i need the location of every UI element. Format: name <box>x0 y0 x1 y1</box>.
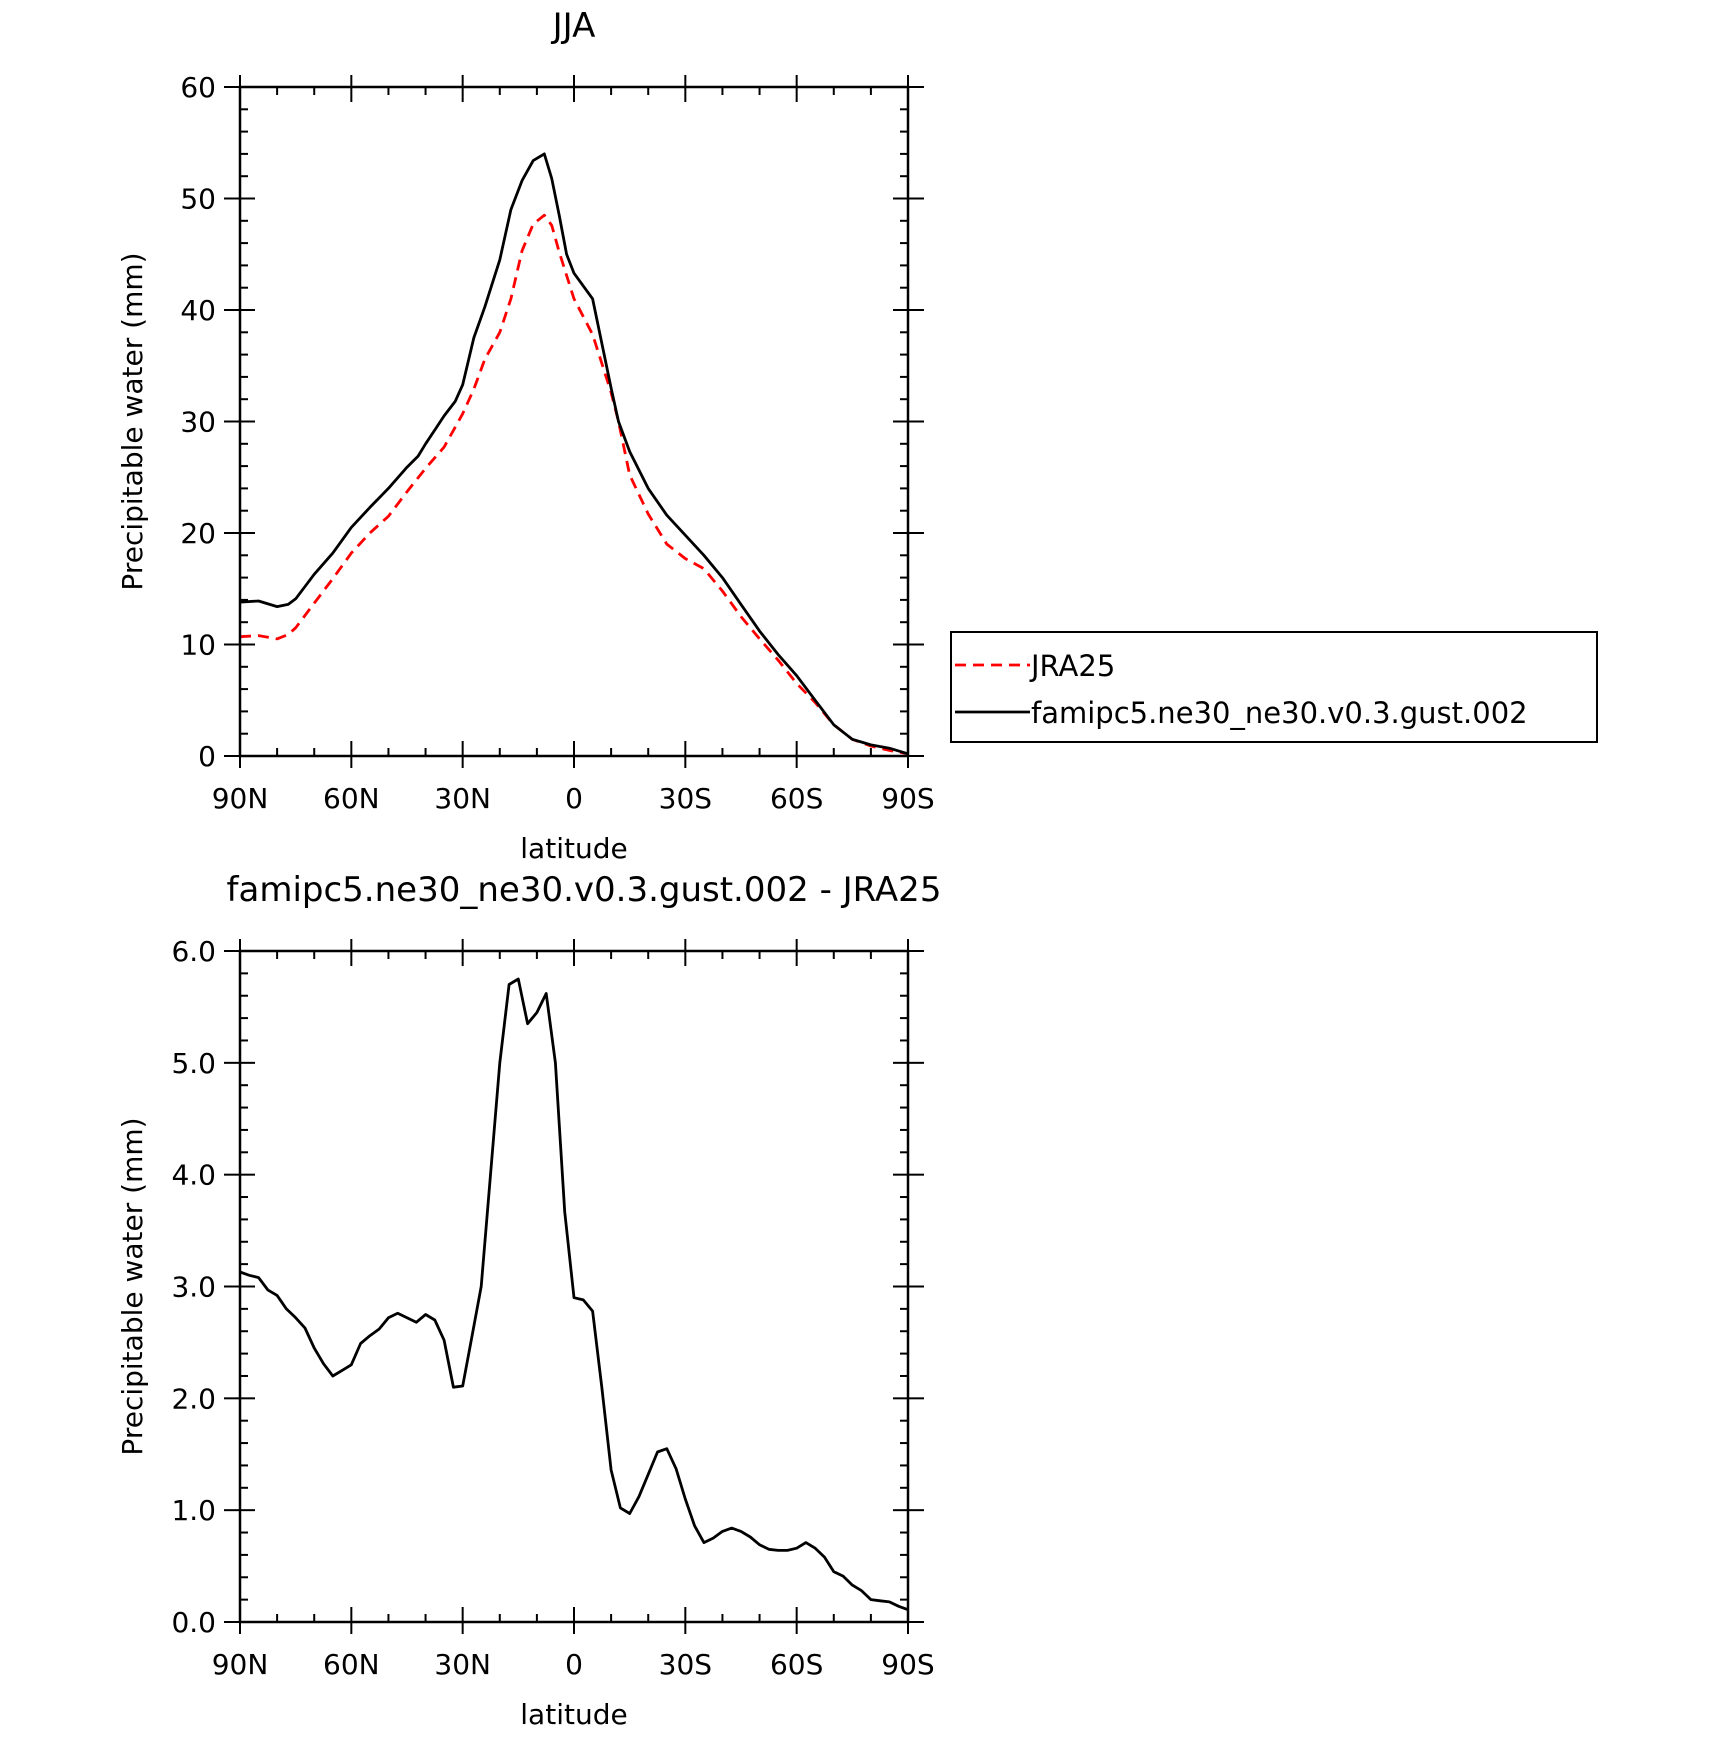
chart-1-x-axis-label: latitude <box>520 832 627 865</box>
chart-1-ytick-label: 0 <box>198 740 216 773</box>
chart-1-title: JJA <box>551 6 596 46</box>
chart-1-ytick-label: 60 <box>180 71 216 104</box>
chart-1-xtick-label: 90S <box>881 782 934 815</box>
chart-2-ytick-label: 2.0 <box>171 1382 216 1415</box>
chart-2-xtick-label: 90N <box>212 1648 269 1681</box>
chart-1-legend-label-2: famipc5.ne30_ne30.v0.3.gust.002 <box>1031 696 1528 730</box>
chart-1-xtick-label: 30N <box>434 782 491 815</box>
chart-2-plot <box>224 939 924 1634</box>
chart-1-ytick-label: 20 <box>180 517 216 550</box>
chart-1-xtick-label: 60N <box>323 782 380 815</box>
chart-2-ytick-label: 3.0 <box>171 1271 216 1304</box>
chart-1-plot-frame <box>238 85 910 758</box>
chart-1-series-line-1 <box>239 213 909 756</box>
chart-2-y-axis-label: Precipitable water (mm) <box>116 1117 149 1455</box>
chart-2-title: famipc5.ne30_ne30.v0.3.gust.002 - JRA25 <box>227 870 942 910</box>
chart-1-plot <box>224 75 924 768</box>
chart-2-xtick-label: 30N <box>434 1648 491 1681</box>
chart-1-xtick-label: 60S <box>770 782 823 815</box>
chart-2-ytick-label: 5.0 <box>171 1047 216 1080</box>
chart-2-series-line-1 <box>239 977 909 1612</box>
chart-2-xtick-label: 60N <box>323 1648 380 1681</box>
chart-1-ytick-label: 50 <box>180 183 216 216</box>
chart-2-xtick-label: 90S <box>881 1648 934 1681</box>
chart-1-ytick-label: 10 <box>180 629 216 662</box>
chart-2-xtick-label: 60S <box>770 1648 823 1681</box>
chart-2-ytick-label: 4.0 <box>171 1159 216 1192</box>
chart-2-x-axis-label: latitude <box>520 1698 627 1731</box>
chart-2-xtick-label: 0 <box>565 1648 583 1681</box>
chart-1-ytick-label: 40 <box>180 294 216 327</box>
chart-1-legend-box <box>950 631 1598 743</box>
chart-1-xtick-label: 90N <box>212 782 269 815</box>
chart-1-legend-label-1: JRA25 <box>1029 649 1115 683</box>
chart-2-xtick-label: 30S <box>659 1648 712 1681</box>
chart-1-xtick-label: 0 <box>565 782 583 815</box>
chart-2-ytick-label: 0.0 <box>171 1606 216 1639</box>
chart-1-ytick-label: 30 <box>180 406 216 439</box>
chart-1-series-line-2 <box>239 152 909 756</box>
chart-1-y-axis-label: Precipitable water (mm) <box>116 252 149 590</box>
chart-1-legend <box>950 631 1598 743</box>
chart-1-xtick-label: 30S <box>659 782 712 815</box>
chart-2-ytick-label: 6.0 <box>171 935 216 968</box>
chart-2-ytick-label: 1.0 <box>171 1494 216 1527</box>
